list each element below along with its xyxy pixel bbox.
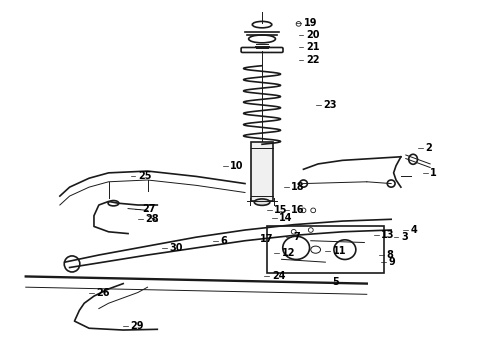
Text: 28: 28: [145, 214, 159, 224]
Text: 21: 21: [306, 42, 319, 52]
Text: 13: 13: [381, 230, 395, 240]
Text: 29: 29: [130, 321, 144, 332]
Text: 7: 7: [294, 232, 300, 242]
Text: 10: 10: [230, 161, 244, 171]
Text: 19: 19: [303, 18, 317, 28]
Bar: [267, 226, 384, 273]
Text: 2: 2: [425, 143, 432, 153]
Text: 5: 5: [333, 277, 340, 287]
Text: 26: 26: [97, 288, 110, 297]
Text: 24: 24: [272, 271, 285, 282]
Bar: [251, 143, 273, 202]
Text: 17: 17: [260, 234, 273, 244]
Text: 4: 4: [411, 225, 417, 235]
Text: 27: 27: [143, 203, 156, 213]
Text: 30: 30: [170, 243, 183, 253]
Text: 16: 16: [291, 205, 305, 215]
Text: 20: 20: [306, 30, 319, 40]
Text: 18: 18: [291, 182, 305, 192]
Text: 25: 25: [138, 171, 151, 181]
Text: 3: 3: [401, 232, 408, 242]
Text: 9: 9: [389, 257, 395, 267]
Text: 15: 15: [274, 205, 288, 215]
Text: 14: 14: [279, 212, 293, 222]
Ellipse shape: [254, 199, 270, 205]
Text: 12: 12: [282, 248, 295, 258]
Text: 22: 22: [306, 55, 319, 65]
Text: 23: 23: [323, 100, 337, 110]
Text: 1: 1: [430, 168, 437, 178]
Text: 11: 11: [333, 247, 346, 256]
Text: 8: 8: [386, 250, 393, 260]
Text: 6: 6: [220, 236, 227, 246]
